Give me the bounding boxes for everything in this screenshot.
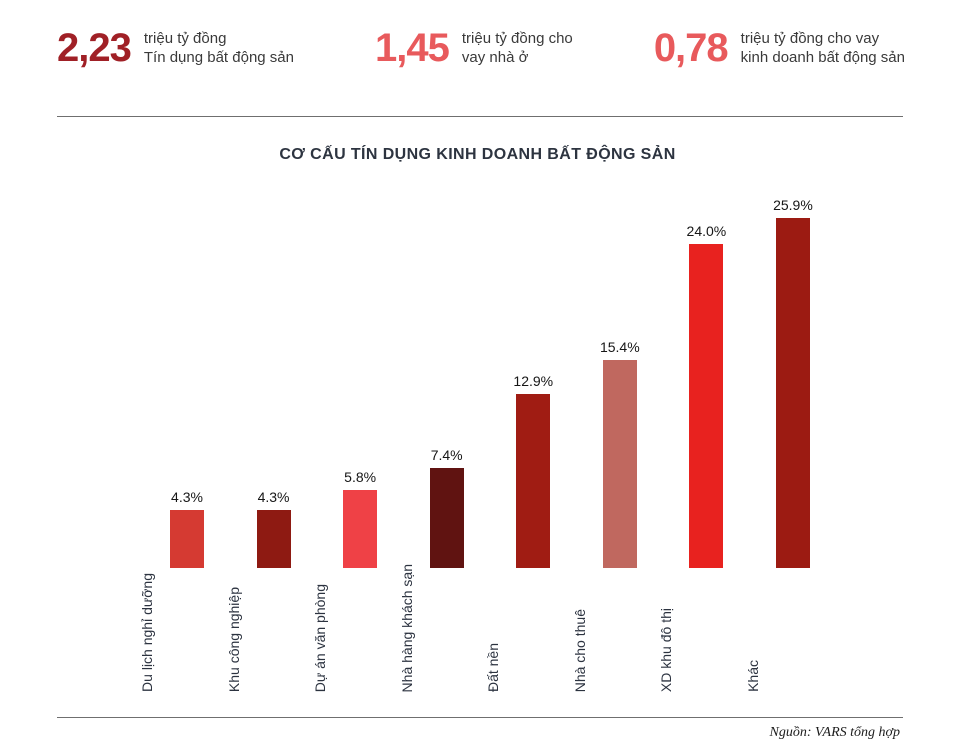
bar (256, 509, 291, 568)
header-stats: 2,23 triệu tỷ đồng Tín dụng bất động sản 1,… (57, 28, 905, 68)
chart-title: CƠ CẤU TÍN DỤNG KINH DOANH BẤT ĐỘNG SẢN (279, 146, 676, 163)
category-label: Nhà hàng khách sạn (398, 563, 415, 692)
bar-chart: 4.3% Du lịch nghỉ dưỡng 4.3% Khu công nghiệ… (139, 196, 832, 692)
bar-column: 24.0% (687, 223, 726, 568)
bar-value-label: 5.8% (344, 468, 377, 485)
bar (170, 509, 204, 568)
bar (516, 393, 551, 568)
bar-value-label: 12.9% (513, 372, 554, 389)
bar-value-label: 4.3% (257, 488, 290, 505)
stat-value: 2,23 (57, 26, 132, 70)
stat-value: 1,45 (375, 26, 450, 70)
bar-column: 4.3% (256, 488, 291, 568)
bar-column: 5.8% (343, 468, 378, 568)
top-divider (57, 116, 903, 117)
bar-value-label: 7.4% (430, 447, 463, 464)
stat-label: triệu tỷ đồng cho vay nhà ở (462, 29, 573, 68)
category-label: XD khu đô thị (658, 607, 675, 692)
bar-column: 12.9% (513, 372, 554, 568)
bar-value-label: 24.0% (686, 223, 727, 239)
stat: 2,23 triệu tỷ đồng Tín dụng bất động sản (57, 28, 294, 68)
category-label: Du lịch nghỉ dưỡng (139, 573, 155, 692)
bar (689, 244, 724, 568)
bar-column: 4.3% (170, 489, 204, 568)
category-label: Khác (744, 660, 761, 692)
stat-label-line: kinh doanh bất động sản (740, 49, 905, 66)
bar-group: 5.8% Dự án văn phòng (312, 196, 399, 692)
bar-group: 15.4% Nhà cho thuê (571, 196, 659, 692)
bar-group: 12.9% Đất nền (485, 196, 572, 692)
bar (602, 360, 637, 568)
bar-value-label: 4.3% (171, 488, 203, 505)
bar (775, 218, 810, 568)
bar-column: 7.4% (429, 447, 464, 568)
source-credit: Nguồn: VARS tổng hợp (769, 725, 900, 740)
bar-value-label: 25.9% (773, 197, 813, 214)
bar-value-label: 15.4% (599, 339, 640, 356)
bar-group: 24.0% XD khu đô thị (658, 196, 745, 692)
bar-column: 15.4% (599, 339, 640, 568)
bar-group: 7.4% Nhà hàng khách sạn (398, 196, 486, 692)
category-label: Khu công nghiệp (225, 586, 242, 692)
stat-label-line: triệu tỷ đồng (143, 29, 227, 47)
stat-label-line: triệu tỷ đồng cho vay (740, 29, 880, 47)
bar-group: 4.3% Du lịch nghỉ dưỡng (139, 196, 226, 692)
category-label: Nhà cho thuê (571, 608, 588, 692)
stat: 0,78 triệu tỷ đồng cho vay kinh doanh bất … (654, 28, 905, 68)
category-label: Dự án văn phòng (312, 583, 329, 692)
bar (343, 489, 378, 568)
stat-label: triệu tỷ đồng Tín dụng bất động sản (144, 29, 294, 68)
bar (429, 468, 464, 568)
bar-group: 4.3% Khu công nghiệp (225, 196, 313, 692)
stat-value: 0,78 (653, 26, 729, 70)
bar-group: 25.9% Khác (744, 196, 832, 692)
stat: 1,45 triệu tỷ đồng cho vay nhà ở (375, 28, 573, 68)
stat-label: triệu tỷ đồng cho vay kinh doanh bất động… (741, 29, 905, 68)
category-label: Đất nền (485, 642, 502, 692)
stat-label-line: Tín dụng bất động sản (143, 49, 294, 66)
bar-column: 25.9% (773, 197, 813, 568)
bottom-divider (57, 717, 903, 718)
stat-label-line: vay nhà ở (461, 49, 529, 66)
stat-label-line: triệu tỷ đồng cho (461, 29, 573, 47)
